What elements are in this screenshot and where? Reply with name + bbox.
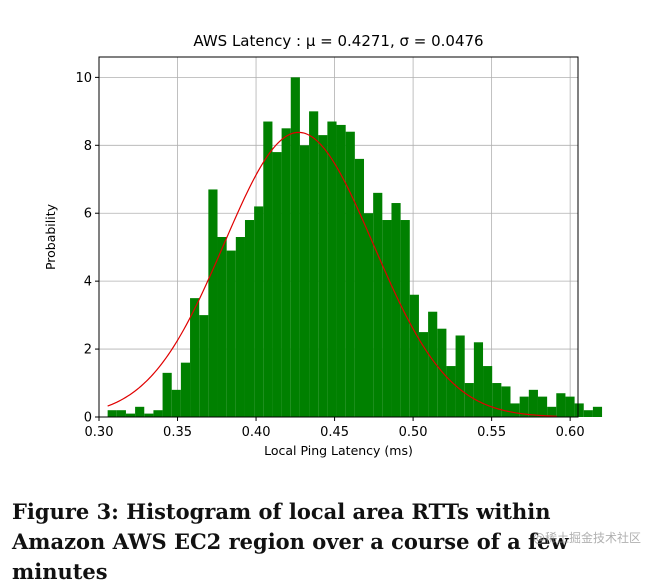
histogram-bar xyxy=(144,413,154,417)
histogram-bar xyxy=(254,206,264,417)
y-tick-label: 10 xyxy=(75,71,92,86)
histogram-bar xyxy=(199,315,209,417)
figure-caption: Figure 3: Histogram of local area RTTs w… xyxy=(12,499,569,584)
y-axis-label: Probability xyxy=(43,203,58,270)
watermark: @稀土掘金技术社区 xyxy=(532,531,641,545)
histogram-bar xyxy=(391,203,401,417)
x-tick-label: 0.40 xyxy=(242,425,271,440)
histogram-bar xyxy=(519,396,529,417)
histogram-bar xyxy=(418,332,429,417)
x-axis-label: Local Ping Latency (ms) xyxy=(264,443,413,458)
histogram-bar xyxy=(327,121,337,417)
histogram-bar xyxy=(510,403,520,417)
histogram-bar xyxy=(107,410,117,417)
histogram-bar xyxy=(556,393,566,417)
normal-fit-curve xyxy=(107,131,557,417)
histogram-bar xyxy=(501,386,511,417)
histogram-bar xyxy=(208,189,218,417)
latency-histogram-chart: 0.30 0.35 0.40 0.45 0.50 0.55 0.60 0 2 4 6 8 10 AWS … xyxy=(43,32,603,458)
histogram-bar xyxy=(528,389,538,417)
x-tick-label: 0.50 xyxy=(399,425,428,440)
histogram-bar xyxy=(281,128,291,418)
histogram-bars xyxy=(107,77,603,418)
histogram-bar xyxy=(583,410,593,417)
histogram-bar xyxy=(290,77,300,418)
chart-title: AWS Latency : μ = 0.4271, σ = 0.0476 xyxy=(193,32,483,50)
histogram-bar xyxy=(309,111,319,417)
y-tick-label: 6 xyxy=(84,207,92,222)
x-tick-label: 0.35 xyxy=(163,425,192,440)
histogram-bar xyxy=(574,403,584,417)
y-tick-label: 2 xyxy=(84,343,92,358)
histogram-bar xyxy=(226,250,236,417)
histogram-bar xyxy=(483,366,493,417)
histogram-bar xyxy=(135,406,145,417)
histogram-bar xyxy=(373,192,383,417)
histogram-bar xyxy=(345,131,355,417)
grid-lines xyxy=(98,57,578,418)
histogram-bar xyxy=(336,124,346,417)
y-tick-label: 4 xyxy=(84,275,92,290)
histogram-bar xyxy=(492,383,502,417)
x-tick-label: 0.30 xyxy=(85,425,114,440)
histogram-bar xyxy=(565,396,575,417)
histogram-bar xyxy=(455,335,465,417)
histogram-bar xyxy=(272,152,282,417)
histogram-bar xyxy=(537,396,548,417)
histogram-bar xyxy=(263,121,273,417)
histogram-bar xyxy=(299,145,310,417)
x-tick-label: 0.45 xyxy=(320,425,349,440)
y-tick-label: 0 xyxy=(84,411,92,426)
histogram-bar xyxy=(592,406,603,417)
y-tick-label: 8 xyxy=(84,139,92,154)
histogram-bar xyxy=(409,294,419,417)
histogram-bar xyxy=(235,237,245,417)
histogram-bar xyxy=(464,383,474,417)
histogram-bar xyxy=(217,237,227,417)
histogram-bar xyxy=(116,410,126,417)
histogram-bar xyxy=(190,298,200,417)
x-tick-label: 0.55 xyxy=(477,425,506,440)
histogram-bar xyxy=(180,362,191,417)
x-tick-label: 0.60 xyxy=(556,425,585,440)
histogram-bar xyxy=(428,311,438,417)
histogram-bar xyxy=(382,220,392,417)
histogram-bar xyxy=(400,220,410,417)
histogram-bar xyxy=(171,389,181,417)
histogram-bar xyxy=(354,158,365,418)
histogram-bar xyxy=(547,406,557,417)
histogram-bar xyxy=(153,410,163,417)
histogram-bar xyxy=(125,413,136,417)
histogram-bar xyxy=(162,372,172,417)
histogram-bar xyxy=(473,342,484,417)
histogram-bar xyxy=(446,366,456,417)
histogram-bar xyxy=(437,328,447,417)
histogram-bar xyxy=(244,220,255,417)
histogram-bar xyxy=(364,213,374,417)
plot-frame xyxy=(98,56,579,418)
histogram-bar xyxy=(318,135,328,417)
axis-ticks: 0.30 0.35 0.40 0.45 0.50 0.55 0.60 0 2 4 6 8 10 xyxy=(75,71,584,440)
